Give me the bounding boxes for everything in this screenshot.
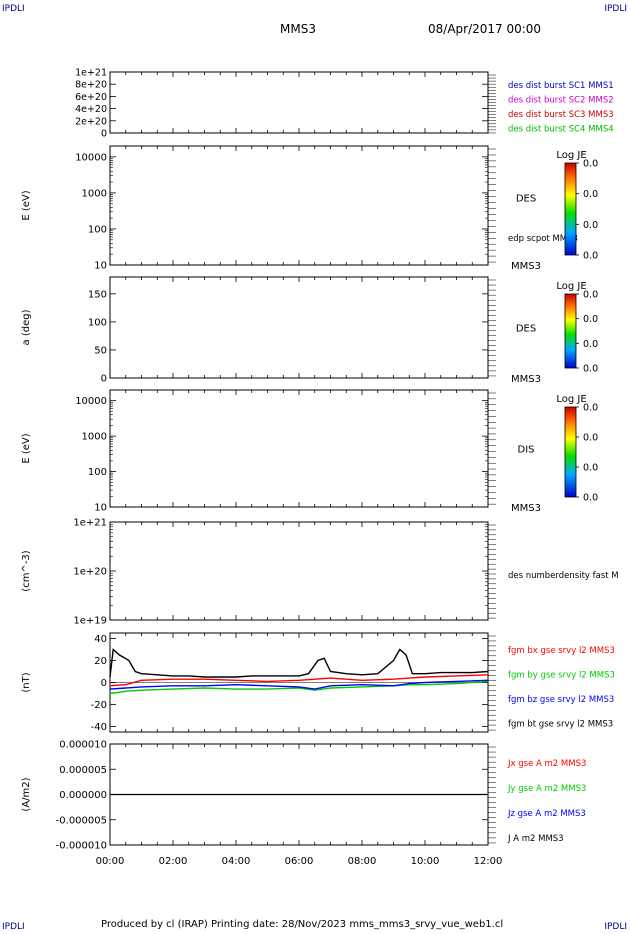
legend-entry: fgm bz gse srvy l2 MMS3 [508, 695, 614, 705]
colorbar-title: Log JE [556, 281, 586, 292]
y-tick-label: 0 [101, 678, 107, 689]
colorbar-tick-label: 0.0 [583, 339, 598, 350]
panel-frame-5 [109, 521, 489, 621]
time-tick-label: 08:00 [348, 856, 377, 867]
colorbar-tick-label: 0.0 [583, 251, 598, 262]
y-tick-label: 1000 [82, 188, 107, 199]
legend-entry: Jz gse A m2 MMS3 [507, 809, 586, 819]
y-tick-label: 10000 [75, 396, 107, 407]
y-tick-label: -40 [91, 722, 107, 733]
time-tick-label: 12:00 [474, 856, 503, 867]
colorbar-title: Log JE [556, 394, 586, 405]
overlay-label: edp scpot MMS3 [508, 234, 578, 244]
legend-entry: J A m2 MMS3 [507, 834, 564, 844]
colorbar-tick-label: 0.0 [583, 290, 598, 301]
legend-entry: des numberdensity fast M [508, 571, 619, 581]
colorbar [564, 162, 577, 256]
colorbar-title: Log JE [556, 150, 586, 161]
corner-label-bottom-left: IPDLI [2, 922, 25, 932]
legend-entry: des dist burst SC2 MMS2 [508, 96, 614, 106]
footer-text: Produced by cl (IRAP) Printing date: 28/… [101, 919, 504, 930]
chart-figure: 1e+218e+206e+204e+202e+20010000100010010… [21, 68, 619, 868]
y-tick-label: 2e+20 [75, 116, 107, 127]
y-tick-label: 8e+20 [75, 80, 107, 91]
y-tick-label: -0.000005 [56, 815, 107, 826]
y-tick-label: 0.000000 [59, 790, 107, 801]
panel-label: DES [516, 324, 536, 335]
y-tick-label: 1e+21 [75, 68, 107, 79]
time-tick-label: 06:00 [285, 856, 314, 867]
colorbar-tick-label: 0.0 [583, 403, 598, 414]
y-axis-label: (cm^-3) [21, 550, 32, 591]
panel-frame-3 [109, 276, 489, 379]
colorbar [564, 406, 577, 498]
y-axis-label: E (eV) [21, 190, 32, 220]
spacecraft-label: MMS3 [511, 261, 541, 272]
series-line [109, 674, 489, 687]
spacecraft-title: MMS3 [280, 22, 316, 36]
colorbar [564, 293, 577, 369]
colorbar-tick-label: 0.0 [583, 493, 598, 504]
y-tick-label: 40 [94, 634, 107, 645]
y-tick-label: -20 [91, 700, 107, 711]
panel-frame-2 [109, 145, 489, 266]
y-axis-label: (A/m2) [21, 777, 32, 811]
legend-entry: Jy gse A m2 MMS3 [507, 784, 586, 794]
y-axis-label: E (eV) [21, 433, 32, 463]
y-tick-label: 150 [88, 289, 107, 300]
panel-frame-1 [109, 71, 489, 134]
colorbar-tick-label: 0.0 [583, 189, 598, 200]
date-title: 08/Apr/2017 00:00 [428, 22, 542, 36]
legend-entry: fgm bt gse srvy l2 MMS3 [508, 720, 613, 730]
colorbar-tick-label: 0.0 [583, 364, 598, 375]
y-tick-label: 10 [94, 503, 107, 514]
y-tick-label: 1e+19 [73, 616, 107, 627]
y-tick-label: 0 [101, 374, 107, 385]
y-tick-label: 1e+20 [73, 567, 107, 578]
spacecraft-label: MMS3 [511, 374, 541, 385]
time-tick-label: 02:00 [159, 856, 188, 867]
series-line [109, 679, 489, 690]
y-axis-label: a (deg) [21, 309, 32, 345]
legend-entry: des dist burst SC3 MMS3 [508, 110, 614, 120]
legend-entry: fgm bx gse srvy l2 MMS3 [508, 646, 615, 656]
y-tick-label: 1000 [82, 432, 107, 443]
y-tick-label: 1e+21 [73, 518, 107, 529]
corner-label-bottom-right: IPDLI [604, 922, 627, 932]
colorbar-tick-label: 0.0 [583, 463, 598, 474]
colorbar-tick-label: 0.0 [583, 220, 598, 231]
y-axis-label: (nT) [21, 672, 32, 692]
y-tick-label: 0.000010 [59, 740, 107, 751]
legend-entry: Jx gse A m2 MMS3 [507, 759, 586, 769]
colorbar-tick-label: 0.0 [583, 314, 598, 325]
legend-entry: fgm by gse srvy l2 MMS3 [508, 671, 615, 681]
y-tick-label: 20 [94, 656, 107, 667]
y-tick-label: 10 [94, 261, 107, 272]
panel-label: DES [516, 194, 536, 205]
series-line [109, 648, 489, 678]
colorbar-tick-label: 0.0 [583, 433, 598, 444]
y-tick-label: -0.000010 [56, 841, 107, 852]
legend-entry: des dist burst SC4 MMS4 [508, 125, 614, 135]
y-tick-label: 4e+20 [75, 104, 107, 115]
corner-label-top-left: IPDLI [2, 4, 25, 14]
y-tick-label: 10000 [75, 152, 107, 163]
series-line [109, 680, 489, 695]
y-tick-label: 100 [88, 317, 107, 328]
y-tick-label: 50 [94, 345, 107, 356]
panel-frame-4 [109, 389, 489, 508]
y-tick-label: 6e+20 [75, 92, 107, 103]
corner-label-top-right: IPDLI [604, 4, 627, 14]
y-tick-label: 0 [101, 129, 107, 140]
time-tick-label: 00:00 [96, 856, 125, 867]
spacecraft-label: MMS3 [511, 503, 541, 514]
time-tick-label: 10:00 [411, 856, 440, 867]
legend-entry: des dist burst SC1 MMS1 [508, 81, 614, 91]
y-tick-label: 100 [88, 467, 107, 478]
panel-label: DIS [518, 445, 535, 456]
time-tick-label: 04:00 [222, 856, 251, 867]
y-tick-label: 100 [88, 224, 107, 235]
y-tick-label: 0.000005 [59, 765, 107, 776]
colorbar-tick-label: 0.0 [583, 159, 598, 170]
